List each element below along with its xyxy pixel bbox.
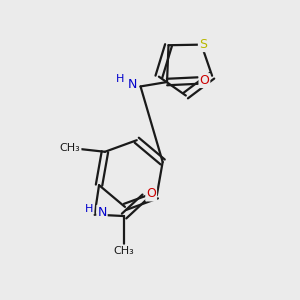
Text: H: H (116, 74, 125, 84)
Text: CH₃: CH₃ (60, 143, 81, 153)
Text: N: N (97, 206, 107, 219)
Text: CH₃: CH₃ (114, 245, 134, 256)
Text: H: H (85, 204, 94, 214)
Text: O: O (146, 188, 156, 200)
Text: S: S (199, 38, 207, 51)
Text: O: O (200, 74, 209, 87)
Text: N: N (128, 78, 137, 91)
